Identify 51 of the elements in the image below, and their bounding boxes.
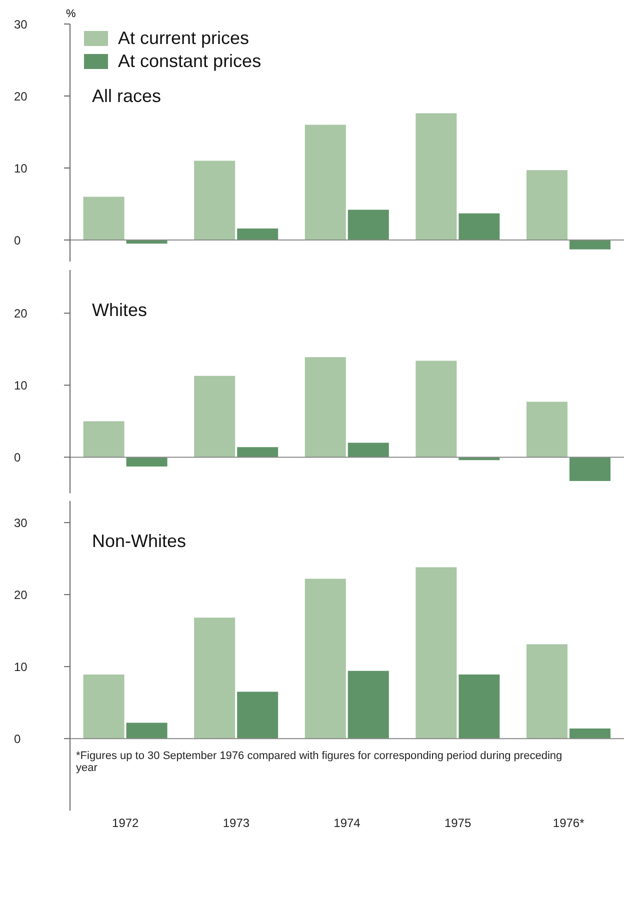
bar xyxy=(194,375,236,457)
y-tick-label: 20 xyxy=(14,306,28,320)
bar xyxy=(416,567,457,738)
bar xyxy=(304,356,346,457)
y-tick-label: 0 xyxy=(14,732,22,746)
x-tick-label: 1974 xyxy=(334,816,361,830)
bar xyxy=(83,196,124,240)
bar xyxy=(304,578,346,738)
bar xyxy=(458,213,500,240)
bar xyxy=(416,360,457,457)
y-tick-label: 10 xyxy=(14,161,28,176)
text: Non-Whites xyxy=(92,530,186,552)
bar xyxy=(526,170,568,240)
x-tick-label: 1972 xyxy=(112,816,140,830)
bar xyxy=(126,722,168,738)
bar xyxy=(304,124,346,240)
bar xyxy=(348,210,389,240)
bar xyxy=(237,446,278,457)
text: Whites xyxy=(92,300,148,321)
y-tick-label: 0 xyxy=(14,233,22,248)
bar xyxy=(526,401,568,457)
bar xyxy=(569,728,610,738)
bar xyxy=(194,617,236,738)
bar xyxy=(83,420,124,457)
x-tick-label: 1976* xyxy=(552,816,585,830)
y-tick-label: 20 xyxy=(14,89,28,104)
bar xyxy=(194,160,236,240)
y-tick-label: 30 xyxy=(14,17,28,32)
text: All races xyxy=(92,86,162,107)
bar xyxy=(83,674,124,738)
bar xyxy=(569,240,610,250)
legend-label: At current prices xyxy=(118,28,250,49)
bar xyxy=(569,456,610,481)
y-tick-label: 30 xyxy=(14,516,28,530)
bar xyxy=(416,113,457,240)
bar xyxy=(348,442,389,457)
x-tick-label: 1975 xyxy=(444,816,472,830)
y-tick-label: 10 xyxy=(14,660,28,674)
x-tick-label: 1973 xyxy=(222,816,250,830)
bar xyxy=(126,456,168,466)
bar xyxy=(458,674,500,738)
bar xyxy=(348,670,389,738)
bar xyxy=(526,644,568,738)
y-tick-label: 10 xyxy=(14,378,28,392)
bar xyxy=(237,692,278,738)
y-axis-title: % xyxy=(66,8,76,20)
annotation: *Figures up to 30 September 1976 compared with figures for corresponding period during preceding year xyxy=(76,750,564,774)
y-tick-label: 20 xyxy=(14,588,28,602)
legend-label: At constant prices xyxy=(118,51,262,72)
bar xyxy=(237,228,278,240)
y-tick-label: 0 xyxy=(14,450,22,464)
